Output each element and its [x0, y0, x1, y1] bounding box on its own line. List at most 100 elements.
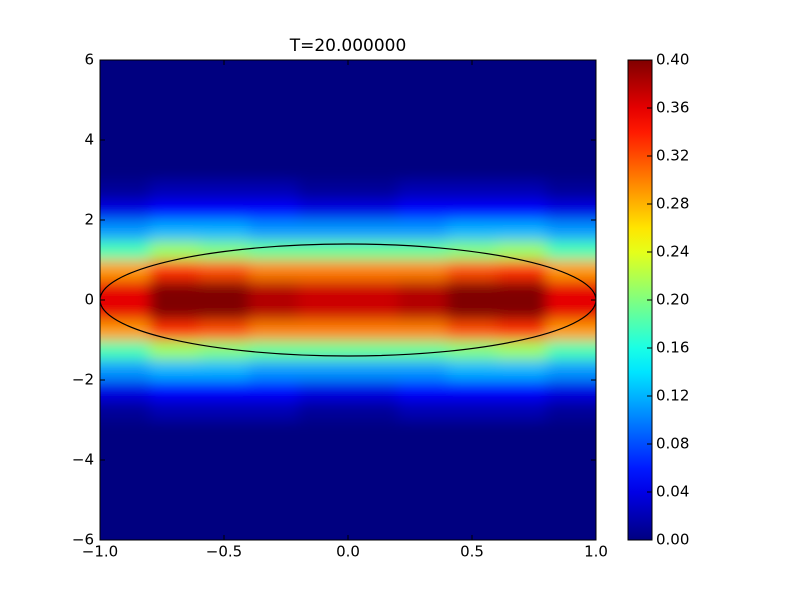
- heat-cell: [248, 60, 299, 81]
- heat-cell: [496, 320, 547, 341]
- x-tick-label: 0.0: [336, 543, 360, 561]
- heat-cell: [397, 360, 448, 381]
- heat-cell: [397, 480, 448, 501]
- heat-cell: [199, 340, 250, 361]
- heat-cell: [397, 220, 448, 241]
- heat-cell: [100, 340, 151, 361]
- heat-cell: [149, 480, 200, 501]
- heat-cell: [298, 500, 349, 521]
- ellipse-contour: [100, 243, 596, 357]
- heat-cell: [100, 460, 151, 481]
- x-tick-label: 1.0: [584, 543, 608, 561]
- heat-cell: [447, 500, 498, 521]
- heat-cell: [149, 460, 200, 481]
- heat-cell: [397, 340, 448, 361]
- heat-cell: [496, 460, 547, 481]
- heat-cell: [149, 300, 200, 321]
- heat-cell: [546, 280, 596, 301]
- heat-cell: [149, 520, 200, 540]
- heat-cell: [199, 200, 250, 221]
- x-tick-label: 0.5: [460, 543, 484, 561]
- heat-cell: [397, 500, 448, 521]
- heat-cell: [546, 220, 596, 241]
- heat-cell: [496, 380, 547, 401]
- heat-cell: [397, 260, 448, 281]
- colorbar-tick-label: 0.12: [656, 387, 689, 405]
- heat-cell: [199, 120, 250, 141]
- heat-cell: [199, 220, 250, 241]
- heat-cell: [348, 320, 399, 341]
- heat-cell: [298, 160, 349, 181]
- heat-cell: [100, 240, 151, 261]
- heat-cell: [496, 80, 547, 101]
- heat-cell: [496, 300, 547, 321]
- colorbar-tick-label: 0.00: [656, 531, 689, 549]
- heat-cell: [199, 320, 250, 341]
- heat-cell: [149, 160, 200, 181]
- heat-cell: [348, 480, 399, 501]
- heat-cell: [100, 140, 151, 161]
- heat-cell: [447, 480, 498, 501]
- colorbar-tick-label: 0.04: [656, 483, 689, 501]
- heat-cell: [149, 140, 200, 161]
- x-tick-label: −0.5: [206, 543, 242, 561]
- heat-cell: [149, 80, 200, 101]
- heat-cell: [298, 100, 349, 121]
- heat-cell: [496, 160, 547, 181]
- heat-cell: [397, 80, 448, 101]
- heat-cell: [447, 440, 498, 461]
- heat-cell: [100, 120, 151, 141]
- heat-cell: [248, 500, 299, 521]
- heat-cell: [149, 260, 200, 281]
- heat-cell: [546, 180, 596, 201]
- heat-cell: [348, 60, 399, 81]
- heat-cell: [248, 300, 299, 321]
- heat-cell: [248, 340, 299, 361]
- heat-cell: [199, 180, 250, 201]
- heat-cell: [100, 280, 151, 301]
- heat-cell: [447, 160, 498, 181]
- heat-cell: [546, 100, 596, 121]
- heat-cell: [546, 60, 596, 81]
- heat-cell: [348, 500, 399, 521]
- heat-cell: [100, 60, 151, 81]
- heat-cell: [496, 100, 547, 121]
- heat-cell: [149, 180, 200, 201]
- heat-cell: [546, 240, 596, 261]
- heat-cell: [397, 420, 448, 441]
- heat-cell: [546, 500, 596, 521]
- heat-cell: [546, 400, 596, 421]
- heat-cell: [496, 260, 547, 281]
- heat-cell: [397, 280, 448, 301]
- heat-cell: [546, 200, 596, 221]
- heat-cell: [496, 180, 547, 201]
- heat-cell: [199, 100, 250, 121]
- heat-cell: [447, 60, 498, 81]
- heat-cell: [298, 220, 349, 241]
- heat-cell: [248, 260, 299, 281]
- colorbar-tick-label: 0.20: [656, 291, 689, 309]
- heat-cell: [397, 380, 448, 401]
- heat-cell: [298, 180, 349, 201]
- heat-cell: [248, 160, 299, 181]
- heat-cell: [397, 300, 448, 321]
- heat-cell: [298, 320, 349, 341]
- heat-cell: [199, 240, 250, 261]
- y-tick-label: −4: [72, 451, 94, 469]
- heat-cell: [447, 360, 498, 381]
- heat-cell: [447, 100, 498, 121]
- heat-cell: [546, 420, 596, 441]
- y-tick-label: 2: [84, 211, 94, 229]
- heat-cell: [298, 420, 349, 441]
- heat-cell: [447, 80, 498, 101]
- heat-cell: [100, 300, 151, 321]
- heat-cell: [546, 520, 596, 540]
- heat-cell: [298, 300, 349, 321]
- heat-cell: [199, 300, 250, 321]
- heat-cell: [348, 400, 399, 421]
- heat-cell: [447, 380, 498, 401]
- heat-cell: [100, 420, 151, 441]
- heat-cell: [447, 120, 498, 141]
- heat-cell: [199, 360, 250, 381]
